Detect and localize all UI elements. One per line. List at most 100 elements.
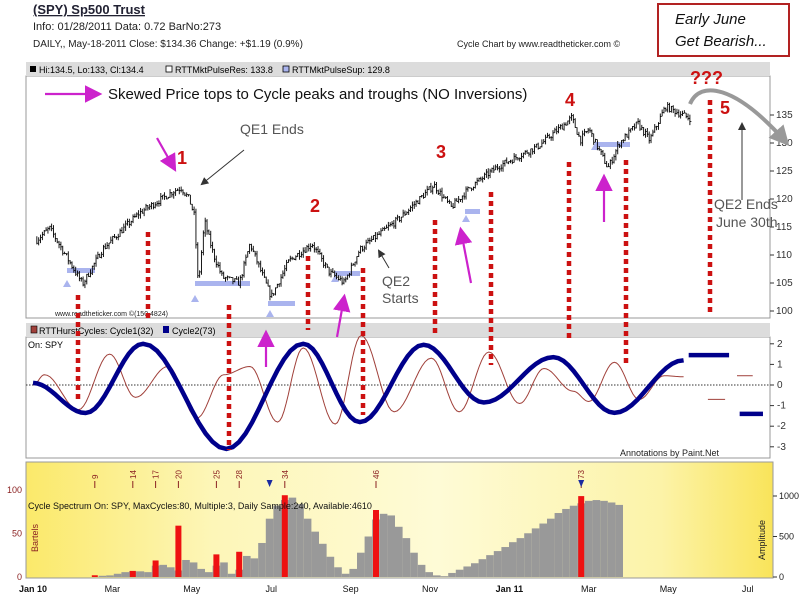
- amplitude-bar: [501, 547, 509, 577]
- cycle-label: 46: [372, 470, 381, 479]
- headline: Skewed Price tops to Cycle peaks and tro…: [108, 86, 527, 103]
- qe2-start-label2: Starts: [382, 290, 419, 306]
- callout-line1: Early June: [675, 11, 746, 28]
- amplitude-bar: [562, 508, 570, 577]
- cycle-panel: RTTHurstCycles: Cycle1(32) Cycle2(73) On…: [25, 323, 786, 459]
- y-tick-label: 100: [776, 306, 793, 317]
- amplitude-tick-label: 0: [779, 572, 784, 582]
- bartels-bar: [281, 495, 288, 577]
- amplitude-bar: [220, 562, 228, 577]
- amplitude-bar: [486, 555, 494, 577]
- amplitude-bar: [296, 504, 304, 577]
- spectrum-panel: 9 14 17 20 25 28 34 46 73 Cycle Spectrum On: SPY…: [7, 461, 799, 582]
- amplitude-bar: [547, 518, 555, 577]
- qe2-end-label: QE2 Ends: [714, 196, 778, 212]
- legend-cycle2: Cycle2(73): [172, 326, 216, 336]
- y-tick-label: 130: [776, 138, 793, 149]
- amplitude-bar: [379, 513, 388, 577]
- amplitude-tick-label: 500: [779, 532, 794, 542]
- cycle-label: 28: [235, 470, 244, 479]
- x-tick-label: Jan 10: [19, 584, 47, 594]
- legend-sup: RTTMktPulseSup: 129.8: [292, 65, 390, 75]
- bartels-bar: [213, 554, 220, 577]
- amplitude-bar: [288, 497, 297, 577]
- magenta-arrows: [45, 85, 613, 367]
- legend-cycle1: RTTHurstCycles: Cycle1(32): [39, 326, 153, 336]
- bartels-label: Bartels: [30, 523, 40, 552]
- y-tick-label: 2: [777, 339, 783, 350]
- amplitude-bar: [539, 523, 547, 577]
- bartels-tick-label: 0: [17, 572, 22, 582]
- projection-arrow: [688, 88, 790, 146]
- amplitude-bar: [471, 563, 479, 577]
- y-tick-label: 105: [776, 278, 793, 289]
- amplitude-bar: [395, 526, 403, 577]
- x-tick-label: Sep: [343, 584, 359, 594]
- amplitude-bar: [448, 572, 456, 577]
- amplitude-bar: [478, 559, 487, 577]
- cycle-label: 9: [91, 474, 100, 479]
- cycle-legend-bar: [26, 323, 770, 337]
- amplitude-bar: [227, 573, 236, 577]
- bartels-bar: [91, 575, 98, 577]
- amplitude-bar: [402, 538, 411, 577]
- amplitude-bar: [265, 518, 274, 577]
- amplitude-bar: [136, 571, 145, 577]
- legend-res: RTTMktPulseRes: 133.8: [175, 65, 273, 75]
- info-text: Info: 01/28/2011 Data: 0.72 BarNo:273: [33, 21, 221, 33]
- amplitude-bar: [357, 552, 365, 577]
- amplitude-bar: [113, 573, 122, 577]
- cycle-label: 25: [212, 470, 221, 479]
- amplitude-bar: [303, 518, 312, 577]
- spectrum-bars: 9 14 17 20 25 28 34 46 73: [91, 470, 623, 577]
- date-x-axis: Jan 10 Mar May Jul Sep Nov Jan 11 Mar May Jul: [19, 584, 753, 594]
- qe2-end-label2: June 30th: [716, 214, 778, 230]
- y-tick-label: 0: [777, 380, 783, 391]
- question-marks: ???: [690, 68, 723, 88]
- marker-1: 1: [177, 148, 187, 168]
- amplitude-bar: [455, 569, 464, 577]
- y-tick-label: 120: [776, 194, 793, 205]
- amplitude-bar: [425, 572, 433, 577]
- selected-cycle-marker: [578, 480, 585, 487]
- watermark: www.readtheticker.com ©(150.4824): [54, 310, 168, 318]
- price-legend-bar: [26, 62, 770, 76]
- y-tick-label: -3: [777, 442, 786, 453]
- amplitude-bar: [98, 575, 107, 577]
- y-tick-label: 135: [776, 110, 793, 121]
- x-tick-label: Jul: [265, 584, 277, 594]
- amplitude-bar: [417, 564, 426, 577]
- y-tick-label: -2: [777, 421, 786, 432]
- cycle-label: 20: [174, 470, 183, 479]
- chart-credit: Cycle Chart by www.readtheticker.com ©: [457, 39, 621, 49]
- bartels-tick-label: 100: [7, 485, 22, 495]
- amplitude-bar: [106, 575, 114, 577]
- bartels-bar: [129, 570, 136, 577]
- amplitude-bar: [121, 572, 129, 577]
- support-zones: [63, 142, 630, 317]
- bartels-bar: [373, 510, 379, 577]
- bartels-bar: [175, 525, 182, 577]
- amplitude-bar: [144, 572, 152, 577]
- x-tick-label: May: [660, 584, 678, 594]
- y-tick-label: 125: [776, 166, 793, 177]
- marker-4: 4: [565, 90, 575, 110]
- callout-box: Early June Get Bearish...: [657, 3, 790, 57]
- annotation-credit: Annotations by Paint.Net: [620, 448, 720, 458]
- amplitude-bar: [569, 505, 578, 577]
- cycle-label: 34: [281, 470, 290, 479]
- bartels-tick-label: 50: [12, 529, 22, 539]
- bartels-bar: [578, 496, 585, 577]
- chart-title[interactable]: (SPY) Sp500 Trust: [33, 2, 146, 17]
- daily-quote: DAILY,, May-18-2011 Close: $134.36 Chang…: [33, 39, 303, 50]
- qe1-label: QE1 Ends: [240, 121, 304, 137]
- y-tick-label: 110: [776, 250, 792, 261]
- amplitude-bar: [311, 531, 319, 577]
- callout-line2: Get Bearish...: [675, 33, 767, 50]
- amplitude-bar: [341, 573, 350, 577]
- y-tick-label: 1: [777, 359, 783, 370]
- amplitude-bar: [250, 558, 259, 577]
- y-tick-label: -1: [777, 401, 786, 412]
